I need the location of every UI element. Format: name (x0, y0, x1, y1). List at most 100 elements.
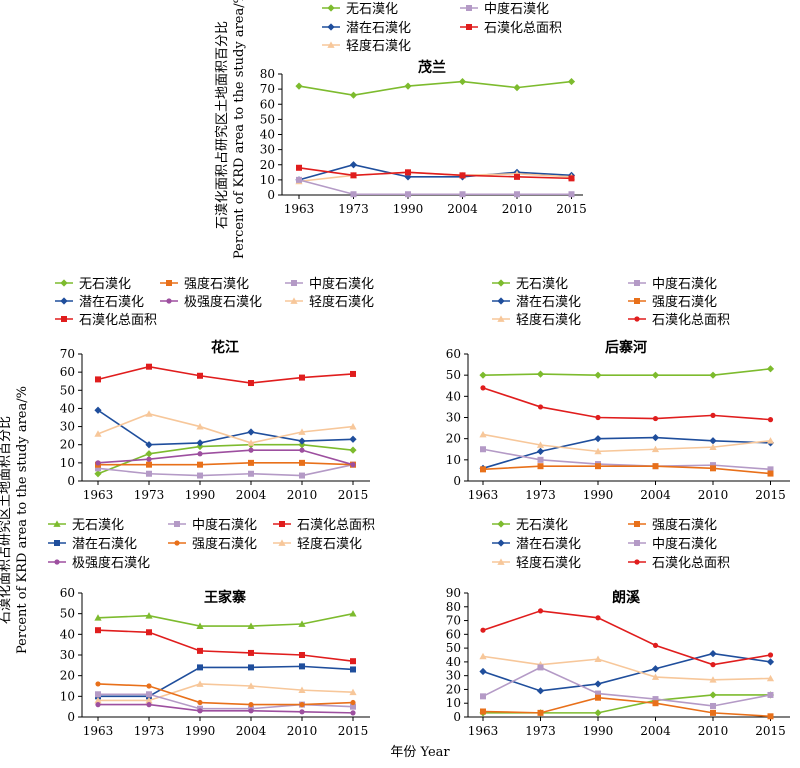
data-point (247, 622, 255, 629)
data-point (196, 622, 204, 629)
data-point (197, 372, 203, 379)
data-point (350, 191, 357, 198)
data-point (298, 620, 306, 627)
series-line (482, 655, 771, 681)
y-tick-label: 20 (446, 432, 461, 446)
data-point (480, 385, 486, 391)
data-point (709, 650, 717, 658)
data-point (405, 169, 411, 176)
y-tick-label: 20 (446, 682, 461, 696)
data-point (459, 172, 466, 179)
series-强度石漠化 (95, 681, 356, 708)
legend-label: 中度石漠化 (192, 517, 257, 533)
y-tick-label: 30 (260, 143, 275, 157)
data-point (710, 462, 716, 469)
data-point (94, 430, 102, 437)
legend-label: 无石漠化 (72, 518, 124, 533)
data-point (537, 456, 544, 463)
data-point (196, 442, 204, 451)
x-tick-label: 2015 (338, 724, 369, 738)
y-tick-label: 0 (453, 710, 461, 724)
data-point (350, 370, 356, 377)
data-point (652, 463, 659, 470)
y-tick-label: 10 (60, 689, 75, 703)
legend-marker (327, 41, 335, 48)
series-中度石漠化 (95, 691, 356, 712)
data-point (145, 410, 153, 417)
data-point (298, 437, 306, 445)
data-point (350, 462, 356, 468)
data-point (595, 694, 601, 701)
data-point (349, 435, 357, 443)
legend-label: 轻度石漠化 (297, 536, 362, 552)
series-line (482, 448, 771, 471)
y-tick-label: 70 (446, 614, 461, 628)
series-line (298, 166, 572, 180)
data-point (480, 693, 486, 700)
data-point (513, 84, 521, 92)
data-point (766, 658, 775, 666)
x-tick-label: 2004 (640, 488, 671, 502)
series-line (482, 696, 771, 718)
series-极强度石漠化 (95, 702, 356, 716)
data-point (537, 463, 544, 470)
legend-marker (497, 520, 505, 528)
x-tick-label: 2015 (338, 488, 369, 502)
legend-marker (634, 540, 640, 546)
data-point (349, 161, 358, 169)
y-tick-label: 60 (260, 97, 275, 111)
y-tick-label: 30 (60, 420, 75, 434)
x-tick-label: 2010 (698, 488, 729, 502)
data-point (146, 683, 152, 689)
legend-marker (278, 539, 286, 546)
data-point (248, 708, 254, 714)
data-point (146, 691, 152, 698)
y-tick-label: 50 (60, 383, 75, 397)
ylabel-en-left: Percent of KRD area to the study area/% (15, 386, 30, 654)
legend-label: 无石漠化 (516, 277, 568, 292)
series-line (482, 433, 771, 453)
series-line (97, 449, 354, 466)
y-tick-label: 50 (446, 368, 461, 382)
series-line (97, 413, 354, 444)
data-point (537, 664, 544, 671)
data-point (710, 662, 716, 668)
legend-marker (497, 279, 505, 287)
legend-label: 石漠化总面积 (297, 518, 375, 533)
data-point (247, 428, 255, 436)
data-point (197, 647, 203, 654)
y-tick-label: 20 (260, 158, 275, 172)
data-point (536, 370, 545, 378)
panel-title: 茂兰 (418, 59, 446, 76)
data-point (651, 445, 660, 453)
data-point (94, 406, 102, 414)
legend-marker (497, 539, 505, 547)
series-无石漠化 (295, 77, 576, 99)
data-point (197, 472, 203, 479)
legend-marker (54, 540, 60, 546)
x-tick-label: 1973 (134, 488, 165, 502)
series-line (482, 436, 771, 470)
data-point (405, 191, 411, 198)
legend-label: 无石漠化 (346, 2, 398, 17)
legend-label: 强度石漠化 (652, 294, 717, 310)
x-tick-label: 2015 (755, 724, 786, 738)
data-point (94, 470, 102, 478)
panel-wangjiazhai: 0 10 20 30 40 50 60 1963 1973 1990 2004 2010 2015 王家寨… (48, 517, 375, 738)
series-line (98, 703, 354, 714)
legend-marker (466, 24, 472, 30)
data-point (652, 696, 659, 703)
data-point (568, 191, 575, 198)
data-point (479, 652, 487, 660)
data-point (94, 614, 102, 621)
y-tick-label: 70 (60, 347, 75, 361)
ylabel-cn-top: 石漠化面积占研究区土地面积百分比 (215, 21, 230, 229)
data-point (479, 371, 487, 379)
data-point (652, 642, 659, 648)
data-point (95, 465, 101, 472)
panel-title: 后寨河 (605, 339, 647, 356)
data-point (298, 686, 306, 694)
legend-label: 中度石漠化 (652, 276, 717, 292)
ylabel-cn-left: 石漠化面积占研究区土地面积百分比 (0, 416, 13, 624)
